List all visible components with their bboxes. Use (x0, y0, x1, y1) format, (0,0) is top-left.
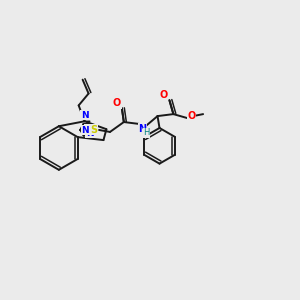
Text: N: N (84, 125, 92, 134)
Text: N: N (82, 126, 89, 135)
Text: O: O (113, 98, 121, 108)
Text: N: N (86, 129, 93, 138)
Text: N: N (81, 111, 88, 120)
Text: H: H (143, 128, 150, 137)
Text: S: S (91, 125, 98, 135)
Text: O: O (159, 90, 168, 100)
Text: O: O (187, 111, 195, 121)
Text: N: N (139, 124, 147, 134)
